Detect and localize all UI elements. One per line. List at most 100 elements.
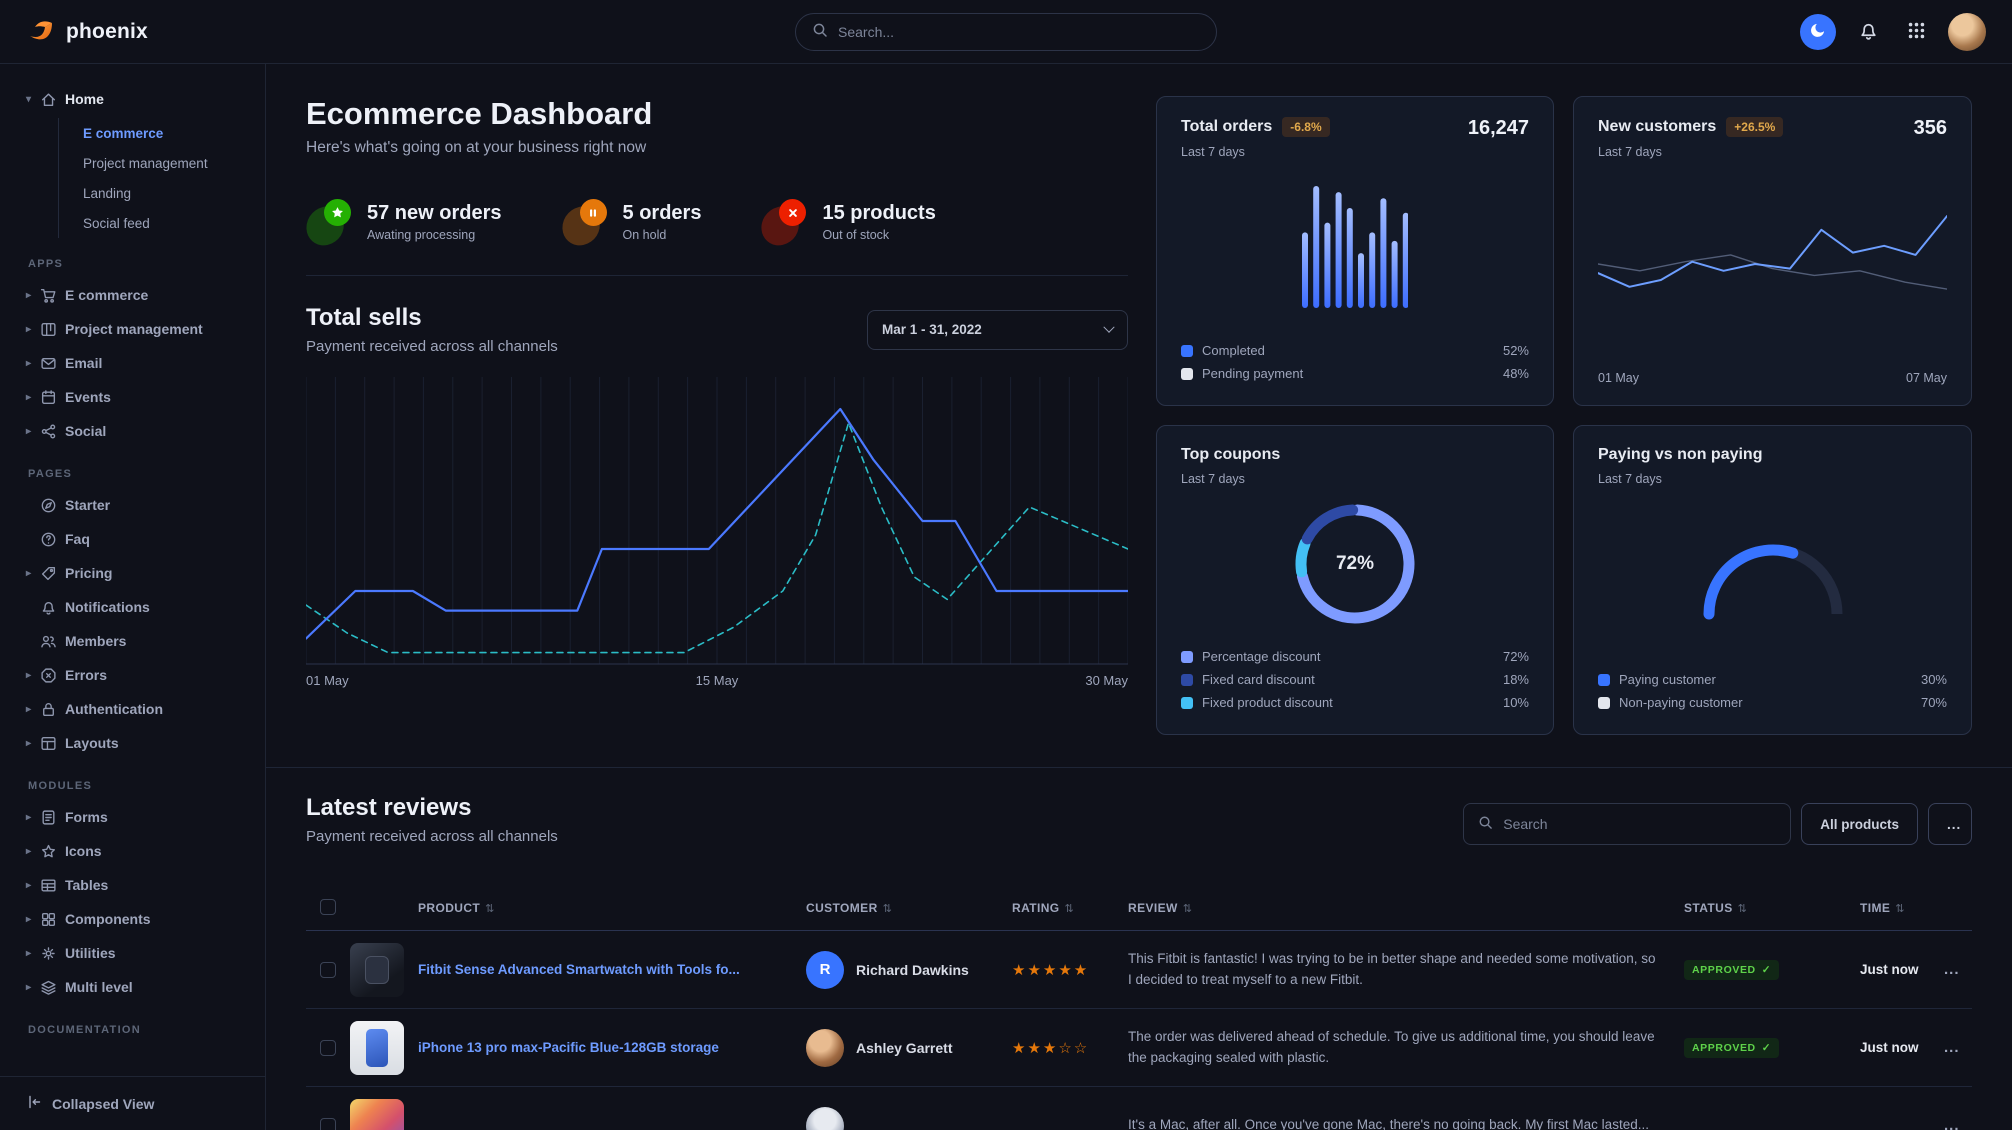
user-avatar[interactable]	[1948, 12, 1986, 51]
theme-toggle-button[interactable]	[1800, 13, 1836, 50]
mini-line	[1598, 215, 1947, 290]
review-text: It's a Mac, after all. Once you've gone …	[1128, 1117, 1649, 1130]
column-header-status[interactable]: STATUS ⇅	[1684, 899, 1860, 915]
select-all-checkbox[interactable]	[320, 898, 336, 915]
more-options-button[interactable]: ...	[1928, 803, 1972, 845]
sidebar-item-icons[interactable]: ▸ Icons	[26, 834, 251, 868]
sidebar: ▾ Home E commerce Project management Landing…	[0, 64, 266, 1130]
chevron-right-icon: ▸	[26, 669, 32, 681]
sidebar-item-project-management[interactable]: ▸ Project management	[26, 312, 251, 346]
reviews-title: Latest reviews	[306, 794, 472, 821]
stat-on-hold: 5 orders On hold	[557, 199, 701, 250]
column-header-time[interactable]: TIME ⇅	[1860, 899, 1944, 915]
column-header-product[interactable]: PRODUCT ⇅	[350, 899, 806, 915]
legend-value: 72%	[1502, 649, 1529, 664]
card-legend: Completed 52% Pending payment 48%	[1181, 339, 1529, 385]
product-cell: Fitbit Sense Advanced Smartwatch with To…	[350, 942, 806, 997]
collapse-sidebar-button[interactable]: Collapsed View	[0, 1076, 265, 1130]
row-actions-button[interactable]: ...	[1944, 1039, 1960, 1056]
sidebar-item-tables[interactable]: ▸ Tables	[26, 868, 251, 902]
row-checkbox[interactable]	[320, 1039, 336, 1056]
chevron-right-icon: ▸	[26, 357, 32, 369]
reviews-search[interactable]	[1463, 803, 1792, 845]
brand[interactable]: phoenix	[26, 15, 148, 48]
check-icon: ✓	[1761, 963, 1772, 976]
chevron-down-icon	[1103, 321, 1115, 333]
sidebar-item-forms[interactable]: ▸ Forms	[26, 800, 251, 834]
row-checkbox[interactable]	[320, 1117, 336, 1130]
sidebar-item-landing[interactable]: Landing	[83, 185, 132, 201]
row-actions-button[interactable]: ...	[1944, 1117, 1960, 1130]
card-period: Last 7 days	[1181, 472, 1245, 486]
star-outline-icon	[40, 843, 65, 860]
time-cell: Just now	[1860, 1040, 1919, 1055]
sidebar-item-project-management[interactable]: Project management	[83, 155, 208, 171]
chevron-right-icon: ▸	[26, 947, 32, 959]
stat-out-of-stock: 15 products Out of stock	[757, 199, 936, 250]
row-checkbox[interactable]	[320, 961, 336, 978]
sidebar-item-label: Components	[65, 911, 151, 927]
sidebar-item-layouts[interactable]: ▸ Layouts	[26, 726, 251, 760]
column-label: REVIEW	[1128, 900, 1178, 915]
sidebar-item-notifications[interactable]: Notifications	[26, 590, 251, 624]
column-label: PRODUCT	[418, 900, 481, 915]
sidebar-item-authentication[interactable]: ▸ Authentication	[26, 692, 251, 726]
question-icon	[40, 531, 65, 548]
product-link[interactable]: iPhone 13 pro max-Pacific Blue-128GB sto…	[418, 1040, 719, 1055]
sidebar-item-e-commerce[interactable]: ▸ E commerce	[26, 278, 251, 312]
all-products-button[interactable]: All products	[1801, 803, 1918, 845]
rating-cell: ★★★★★	[1012, 961, 1128, 979]
apps-menu-button[interactable]	[1900, 16, 1932, 48]
sidebar-item-faq[interactable]: Faq	[26, 522, 251, 556]
change-badge: -6.8%	[1282, 117, 1330, 137]
sidebar-item-utilities[interactable]: ▸ Utilities	[26, 936, 251, 970]
reviews-controls: All products ...	[1463, 803, 1972, 845]
legend-label: Fixed product discount	[1202, 695, 1333, 710]
sidebar-item-errors[interactable]: ▸ Errors	[26, 658, 251, 692]
date-range-select[interactable]: Mar 1 - 31, 2022	[867, 309, 1128, 350]
legend-label: Completed	[1202, 343, 1265, 358]
sidebar-item-multi-level[interactable]: ▸ Multi level	[26, 970, 251, 1004]
top-coupons-donut-chart: 72%	[1181, 486, 1529, 641]
sidebar-item-members[interactable]: Members	[26, 624, 251, 658]
latest-reviews-section: Latest reviews Payment received across a…	[306, 768, 1972, 1130]
calendar-icon	[40, 389, 65, 406]
product-link[interactable]: Fitbit Sense Advanced Smartwatch with To…	[418, 962, 740, 977]
column-header-customer[interactable]: CUSTOMER ⇅	[806, 899, 1012, 915]
sidebar-item-email[interactable]: ▸ Email	[26, 346, 251, 380]
reviews-search-input[interactable]	[1503, 816, 1777, 832]
column-header-review[interactable]: REVIEW ⇅	[1128, 899, 1684, 915]
sidebar-item-home[interactable]: ▾ Home	[26, 82, 251, 116]
sidebar-item-e-commerce[interactable]: E commerce	[83, 125, 164, 141]
product-thumbnail-laptop	[350, 1098, 404, 1130]
row-actions-button[interactable]: ...	[1944, 961, 1960, 978]
search-input[interactable]	[838, 23, 1200, 40]
sidebar-item-label: Tables	[65, 877, 109, 893]
notifications-button[interactable]	[1852, 16, 1884, 48]
new-customers-line-chart	[1598, 159, 1947, 369]
global-search[interactable]	[795, 12, 1217, 51]
status-badge: APPROVED ✓	[1684, 959, 1780, 980]
sidebar-item-components[interactable]: ▸ Components	[26, 902, 251, 936]
top-navbar: phoenix	[0, 0, 2012, 64]
lock-icon	[40, 701, 65, 718]
sidebar-children: E commerce Project management Landing Socia…	[58, 118, 251, 238]
dashboard-left-column: Ecommerce Dashboard Here's what's going …	[301, 96, 1128, 735]
page-subtitle: Here's what's going on at your business …	[306, 139, 647, 156]
kpi-cards: Total orders -6.8% Last 7 days 16,247 Co…	[1156, 96, 1972, 735]
sidebar-item-social[interactable]: ▸ Social	[26, 414, 251, 448]
status-label: APPROVED	[1692, 963, 1756, 976]
legend-swatch	[1181, 344, 1193, 357]
sidebar-item-pricing[interactable]: ▸ Pricing	[26, 556, 251, 590]
stat-value: 57 new orders	[367, 202, 502, 224]
product-thumbnail-phone	[350, 1020, 404, 1075]
sidebar-item-events[interactable]: ▸ Events	[26, 380, 251, 414]
sidebar-item-starter[interactable]: Starter	[26, 488, 251, 522]
stat-icon-wrap	[557, 199, 609, 250]
status-label: APPROVED	[1692, 1041, 1756, 1054]
stat-text: 57 new orders Awating processing	[367, 202, 502, 242]
legend-swatch	[1598, 696, 1610, 709]
column-header-rating[interactable]: RATING ⇅	[1012, 899, 1128, 915]
sidebar-item-social-feed[interactable]: Social feed	[83, 215, 150, 231]
share-icon	[40, 423, 65, 440]
